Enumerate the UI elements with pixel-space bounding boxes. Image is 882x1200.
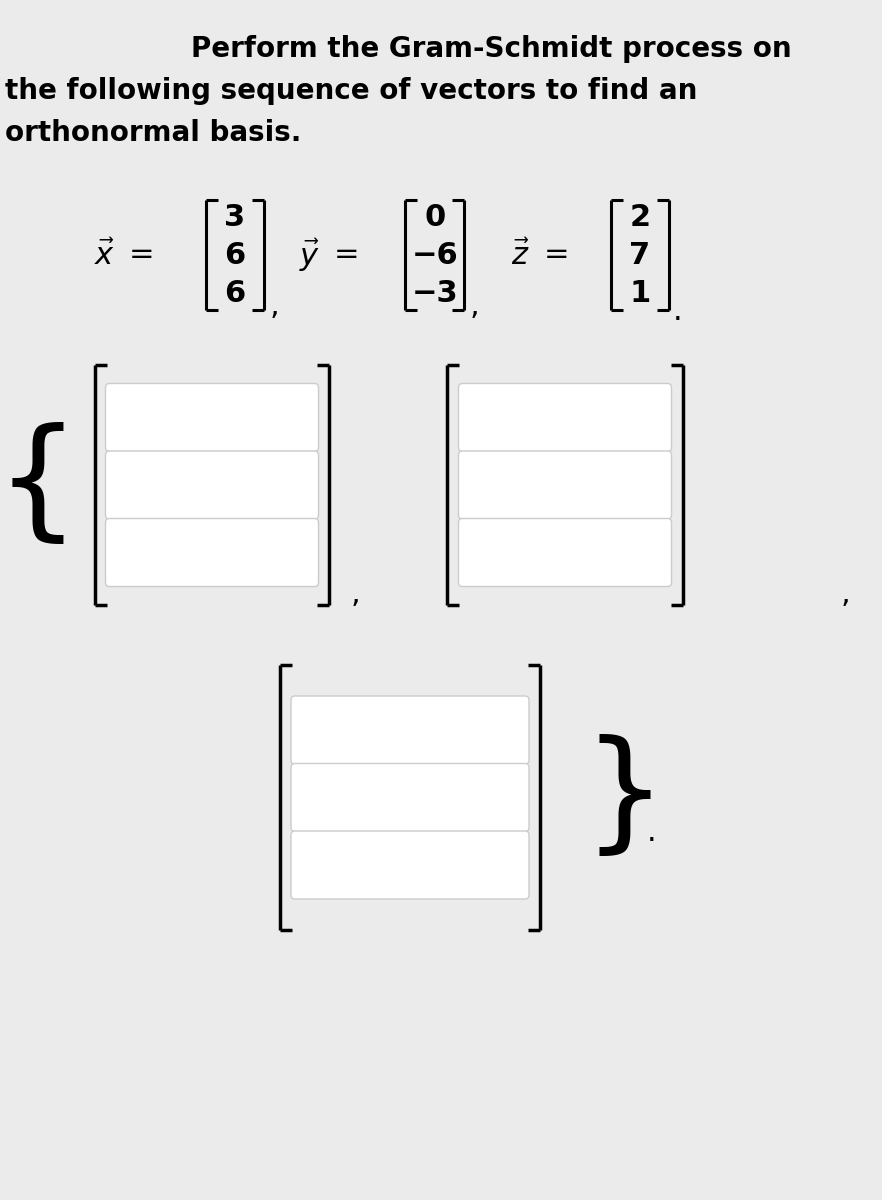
Text: =: = [129,240,155,270]
Text: $\vec{y}$: $\vec{y}$ [299,236,320,274]
Text: ,: , [469,290,480,319]
Text: =: = [544,240,570,270]
FancyBboxPatch shape [459,384,671,451]
FancyBboxPatch shape [459,451,671,518]
Text: orthonormal basis.: orthonormal basis. [5,119,302,146]
Text: $\vec{z}$: $\vec{z}$ [511,240,529,270]
Text: the following sequence of vectors to find an: the following sequence of vectors to fin… [5,77,698,104]
FancyBboxPatch shape [291,832,529,899]
Text: }: } [583,734,667,862]
Text: −6: −6 [412,240,459,270]
FancyBboxPatch shape [291,763,529,832]
Text: 2: 2 [630,203,651,232]
Text: 3: 3 [224,203,245,232]
FancyBboxPatch shape [106,384,318,451]
Text: 1: 1 [630,278,651,307]
FancyBboxPatch shape [291,696,529,764]
Text: 6: 6 [224,278,245,307]
Text: 0: 0 [424,203,445,232]
FancyBboxPatch shape [106,451,318,518]
Text: ,: , [350,578,360,607]
Text: Perform the Gram-Schmidt process on: Perform the Gram-Schmidt process on [191,35,791,62]
Text: {: { [0,421,80,548]
Text: $\vec{x}$: $\vec{x}$ [94,240,116,270]
Text: 6: 6 [224,240,245,270]
Text: −3: −3 [412,278,459,307]
Text: .: . [647,818,657,847]
Text: ,: , [270,290,280,319]
Text: =: = [334,240,360,270]
Text: 7: 7 [630,240,651,270]
FancyBboxPatch shape [106,518,318,587]
FancyBboxPatch shape [459,518,671,587]
Text: .: . [673,298,683,326]
Text: ,: , [841,578,850,607]
